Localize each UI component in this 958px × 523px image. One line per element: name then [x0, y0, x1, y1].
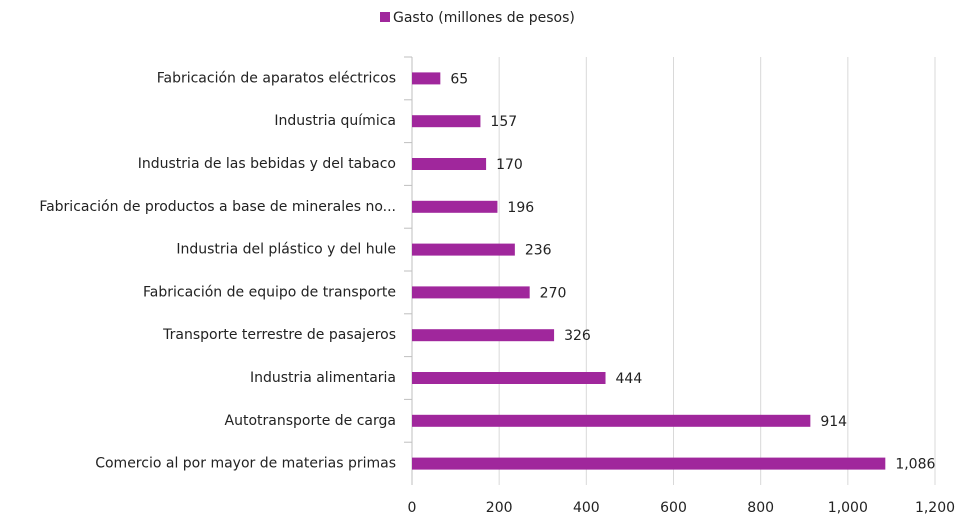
bar — [412, 457, 886, 470]
bar — [412, 286, 530, 299]
legend-label: Gasto (millones de pesos) — [393, 10, 575, 26]
y-tick-label: Industria alimentaria — [250, 370, 396, 386]
bar — [412, 158, 487, 170]
bar — [412, 372, 606, 384]
x-tick-label: 1,000 — [828, 500, 868, 516]
data-label: 65 — [450, 71, 468, 87]
legend-swatch — [380, 12, 390, 22]
y-tick-label: Autotransporte de carga — [225, 413, 396, 429]
y-tick-label: Fabricación de equipo de transporte — [143, 284, 396, 300]
y-tick-label: Comercio al por mayor de materias primas — [95, 456, 396, 472]
x-tick-label: 800 — [747, 500, 774, 516]
x-tick-label: 0 — [408, 500, 417, 516]
bar — [412, 414, 811, 427]
x-tick-label: 600 — [660, 500, 687, 516]
data-label: 444 — [616, 371, 643, 387]
x-tick-label: 200 — [486, 500, 513, 516]
bar — [412, 329, 555, 342]
y-tick-label: Fabricación de aparatos eléctricos — [157, 70, 396, 86]
bar — [412, 243, 515, 256]
y-tick-label: Industria del plástico y del hule — [176, 242, 396, 258]
y-tick-label: Industria química — [274, 113, 396, 129]
bar — [412, 200, 498, 213]
data-label: 157 — [490, 114, 517, 130]
x-tick-label: 1,200 — [915, 500, 955, 516]
y-tick-label: Transporte terrestre de pasajeros — [162, 327, 396, 343]
data-label: 270 — [540, 285, 567, 301]
y-tick-label: Industria de las bebidas y del tabaco — [138, 156, 396, 172]
data-label: 1,086 — [895, 457, 935, 473]
data-label: 914 — [820, 414, 847, 430]
data-label: 170 — [496, 157, 523, 173]
data-label: 326 — [564, 328, 591, 344]
bar — [412, 115, 481, 128]
data-label: 236 — [525, 243, 552, 259]
y-tick-label: Fabricación de productos a base de miner… — [39, 199, 396, 215]
data-label: 196 — [507, 200, 534, 216]
x-tick-label: 400 — [573, 500, 600, 516]
bar — [412, 72, 441, 85]
